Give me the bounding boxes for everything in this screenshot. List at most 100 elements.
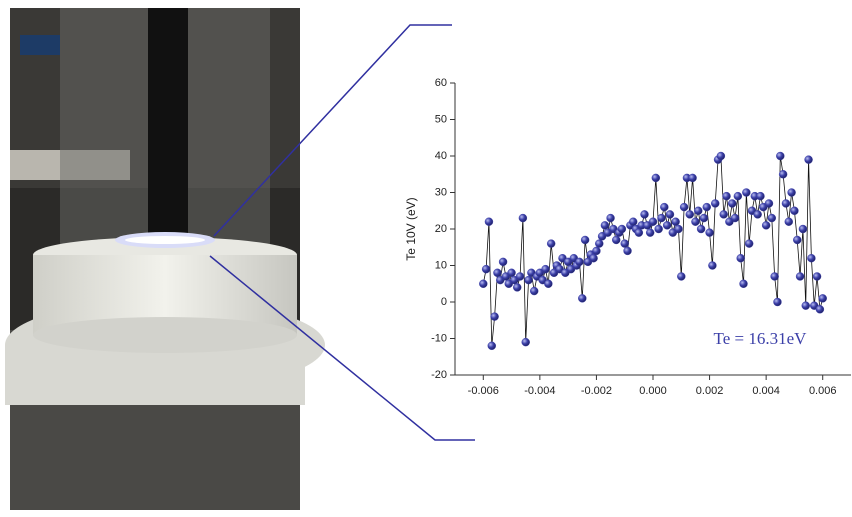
data-point (689, 174, 697, 182)
data-point (488, 342, 496, 350)
data-point (694, 207, 702, 215)
data-point (590, 254, 598, 262)
y-tick-label: -10 (431, 332, 447, 344)
data-point (796, 272, 804, 280)
data-point (624, 247, 632, 255)
data-point (816, 305, 824, 313)
data-point (482, 265, 490, 273)
y-tick-label: 50 (435, 113, 447, 125)
data-point (734, 192, 742, 200)
data-point (776, 152, 784, 160)
data-point (813, 272, 821, 280)
data-point (581, 236, 589, 244)
y-tick-label: 30 (435, 186, 447, 198)
data-point (799, 225, 807, 233)
data-point (720, 210, 728, 218)
data-point (612, 236, 620, 244)
data-point (652, 174, 660, 182)
data-point (485, 218, 493, 226)
data-point (649, 218, 657, 226)
data-point (663, 221, 671, 229)
data-point (686, 210, 694, 218)
data-point (785, 218, 793, 226)
data-point (491, 313, 499, 321)
data-point (672, 218, 680, 226)
y-tick-label: 10 (435, 259, 447, 271)
data-point (708, 262, 716, 270)
data-point (742, 189, 750, 197)
data-point (516, 272, 524, 280)
data-point (782, 199, 790, 207)
y-tick-label: 40 (435, 150, 447, 162)
data-point (544, 280, 552, 288)
data-point (711, 199, 719, 207)
data-point (768, 214, 776, 222)
data-point (762, 221, 770, 229)
data-point (646, 229, 654, 237)
data-point (765, 199, 773, 207)
data-point (522, 338, 530, 346)
data-point (788, 189, 796, 197)
data-point (731, 214, 739, 222)
x-tick-label: -0.004 (524, 385, 555, 397)
data-point (805, 156, 813, 164)
data-point (754, 210, 762, 218)
data-point (717, 152, 725, 160)
data-point (660, 203, 668, 211)
data-point (479, 280, 487, 288)
y-tick-label: -20 (431, 369, 447, 381)
x-tick-label: 0.006 (809, 385, 837, 397)
data-point (756, 192, 764, 200)
data-point (618, 225, 626, 233)
data-point (802, 302, 810, 310)
x-tick-label: 0.004 (752, 385, 780, 397)
data-point (592, 247, 600, 255)
data-point (629, 218, 637, 226)
data-point (745, 240, 753, 248)
y-axis-label: Te 10V (eV) (404, 197, 418, 260)
data-point (771, 272, 779, 280)
data-point (621, 240, 629, 248)
data-point (723, 192, 731, 200)
data-point (674, 225, 682, 233)
data-point (601, 221, 609, 229)
data-point (691, 218, 699, 226)
data-point (790, 207, 798, 215)
data-point (635, 229, 643, 237)
data-point (680, 203, 688, 211)
photo (5, 8, 325, 510)
data-point (525, 276, 533, 284)
data-point (697, 225, 705, 233)
data-point (508, 269, 516, 277)
data-point (677, 272, 685, 280)
data-point (807, 254, 815, 262)
data-point (700, 214, 708, 222)
data-point (542, 265, 550, 273)
data-point (641, 210, 649, 218)
data-point (595, 240, 603, 248)
data-point (793, 236, 801, 244)
data-point (666, 210, 674, 218)
data-point (547, 240, 555, 248)
figure: -20-100102030405060-0.006-0.004-0.0020.0… (0, 0, 852, 517)
y-tick-label: 20 (435, 223, 447, 235)
data-point (737, 254, 745, 262)
data-point (607, 214, 615, 222)
series-line (483, 156, 822, 346)
data-point (819, 294, 827, 302)
data-point (655, 225, 663, 233)
x-tick-label: -0.006 (468, 385, 499, 397)
data-point (703, 203, 711, 211)
y-tick-label: 60 (435, 77, 447, 89)
data-point (578, 294, 586, 302)
x-tick-label: 0.002 (696, 385, 724, 397)
data-point (706, 229, 714, 237)
data-point (779, 170, 787, 178)
x-tick-label: -0.002 (581, 385, 612, 397)
data-point (513, 283, 521, 291)
data-point (499, 258, 507, 266)
data-point (657, 214, 665, 222)
annotation: Te = 16.31eV (714, 329, 808, 348)
data-point (728, 199, 736, 207)
data-point (493, 269, 501, 277)
